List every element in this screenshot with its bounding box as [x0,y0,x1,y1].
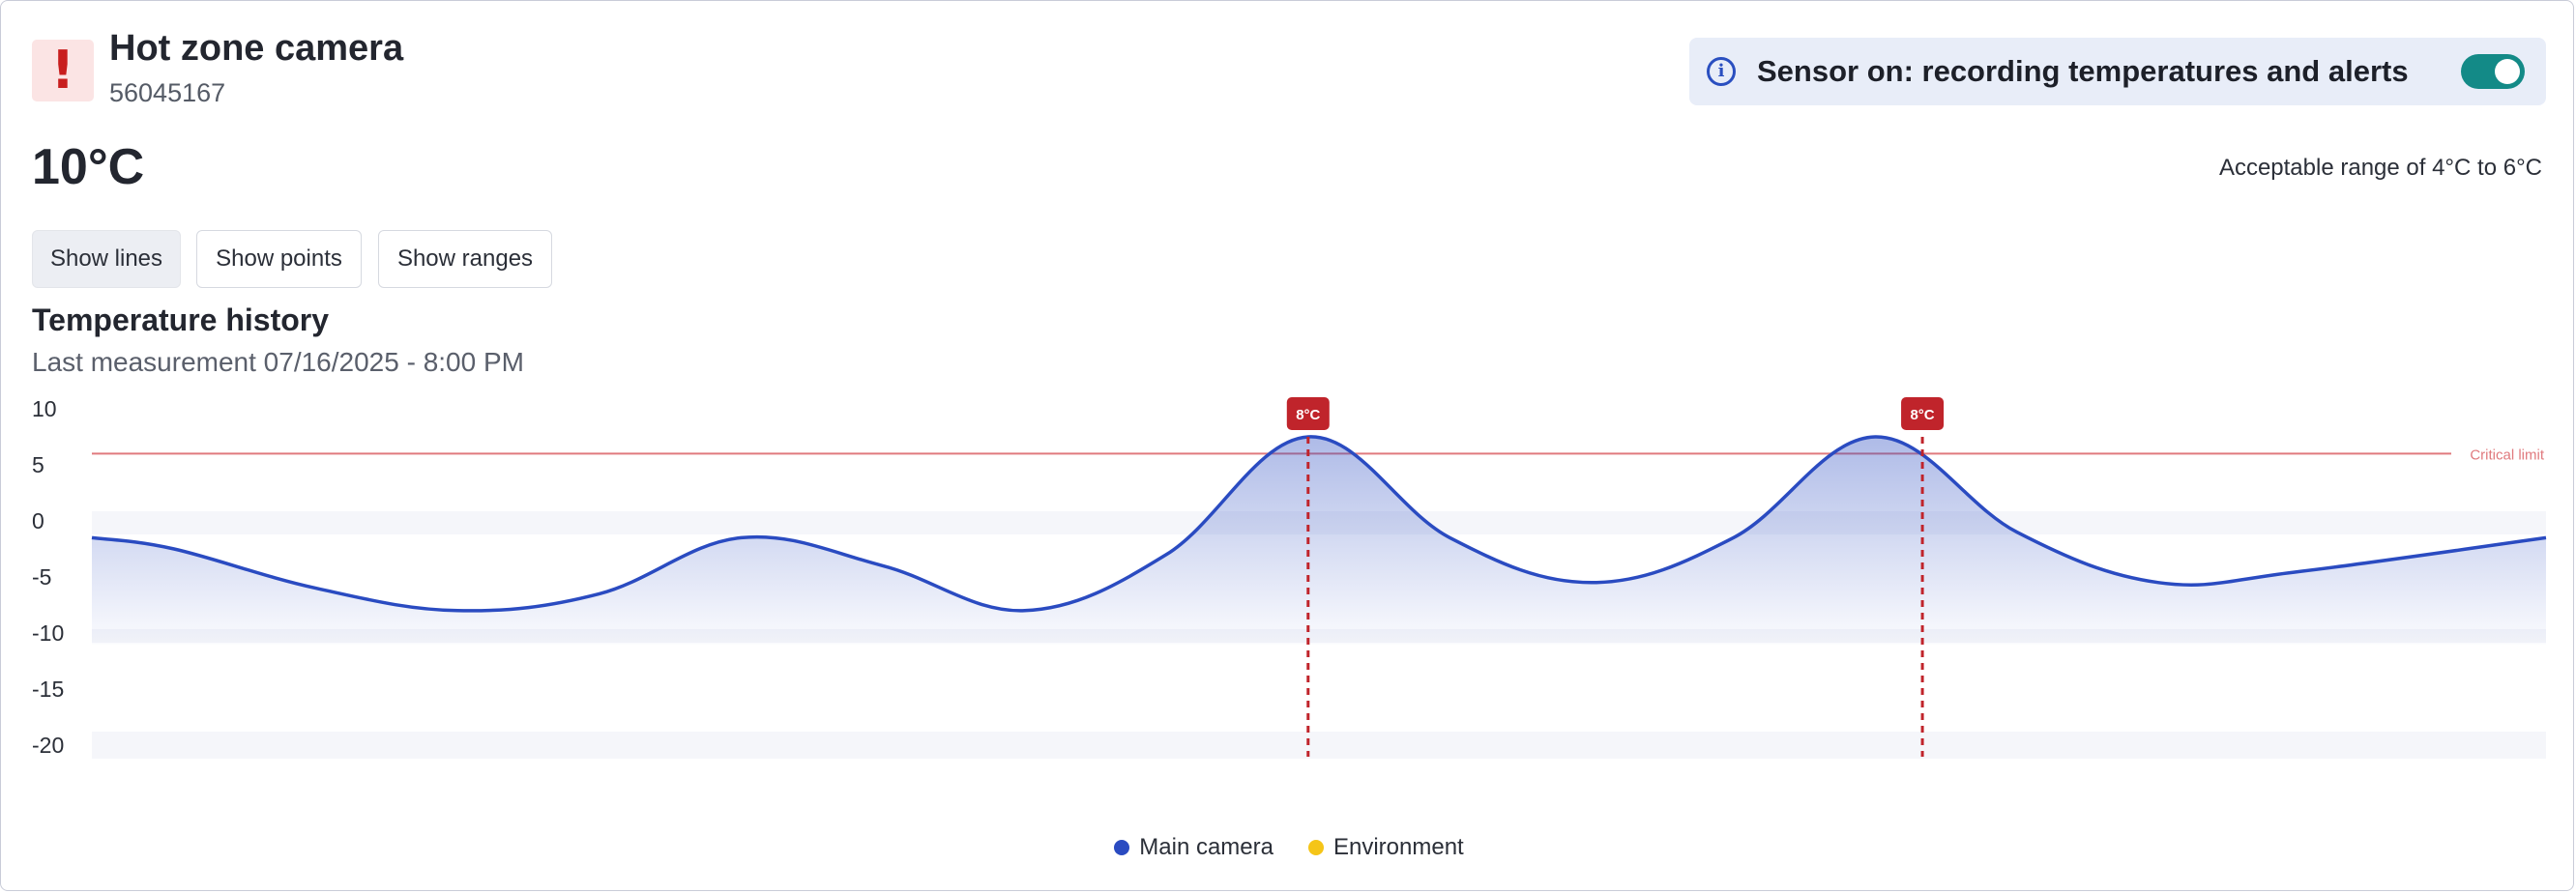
y-tick-label: -20 [32,733,64,758]
peak-marker-label: 8°C [1296,407,1320,423]
chart-band [92,732,2546,759]
show-lines-button[interactable]: Show lines [32,230,181,288]
y-tick-label: 0 [32,508,44,533]
legend-label-environment: Environment [1332,834,1464,860]
sensor-status-banner: i Sensor on: recording temperatures and … [1689,38,2546,105]
legend-dot-main [1114,840,1130,855]
peak-marker-badge [1901,397,1945,430]
critical-limit-label: Critical limit [2470,446,2544,463]
sensor-toggle[interactable] [2461,54,2525,89]
device-serial: 56045167 [109,78,226,107]
legend-label-main: Main camera [1139,834,1273,860]
temperature-history-title: Temperature history [32,302,330,337]
y-tick-label: 5 [32,452,44,477]
toggle-knob [2495,59,2520,84]
y-tick-label: 10 [32,396,57,421]
show-ranges-button[interactable]: Show ranges [378,230,552,288]
legend-dot-environment [1307,840,1324,855]
y-tick-label: -10 [32,620,64,646]
y-tick-label: -5 [32,564,51,590]
main-camera-area [92,436,2546,645]
alert-exclamation-icon: ! [32,40,94,101]
main-camera-line [91,435,2547,613]
peak-marker-badge [1286,397,1330,430]
last-measurement: Last measurement 07/16/2025 - 8:00 PM [32,347,524,377]
info-icon: i [1707,57,1736,86]
chart-legend: Main camera Environment [1,834,2576,861]
show-points-button[interactable]: Show points [196,230,362,288]
peak-marker-label: 8°C [1910,407,1934,423]
legend-environment[interactable]: Environment [1307,834,1464,861]
sensor-status-text: Sensor on: recording temperatures and al… [1757,54,2409,88]
device-title: Hot zone camera [109,28,404,69]
acceptable-range: Acceptable range of 4°C to 6°C [2218,155,2542,181]
y-tick-label: -15 [32,677,64,702]
current-temperature: 10°C [32,139,145,195]
legend-main-camera[interactable]: Main camera [1114,834,1273,861]
